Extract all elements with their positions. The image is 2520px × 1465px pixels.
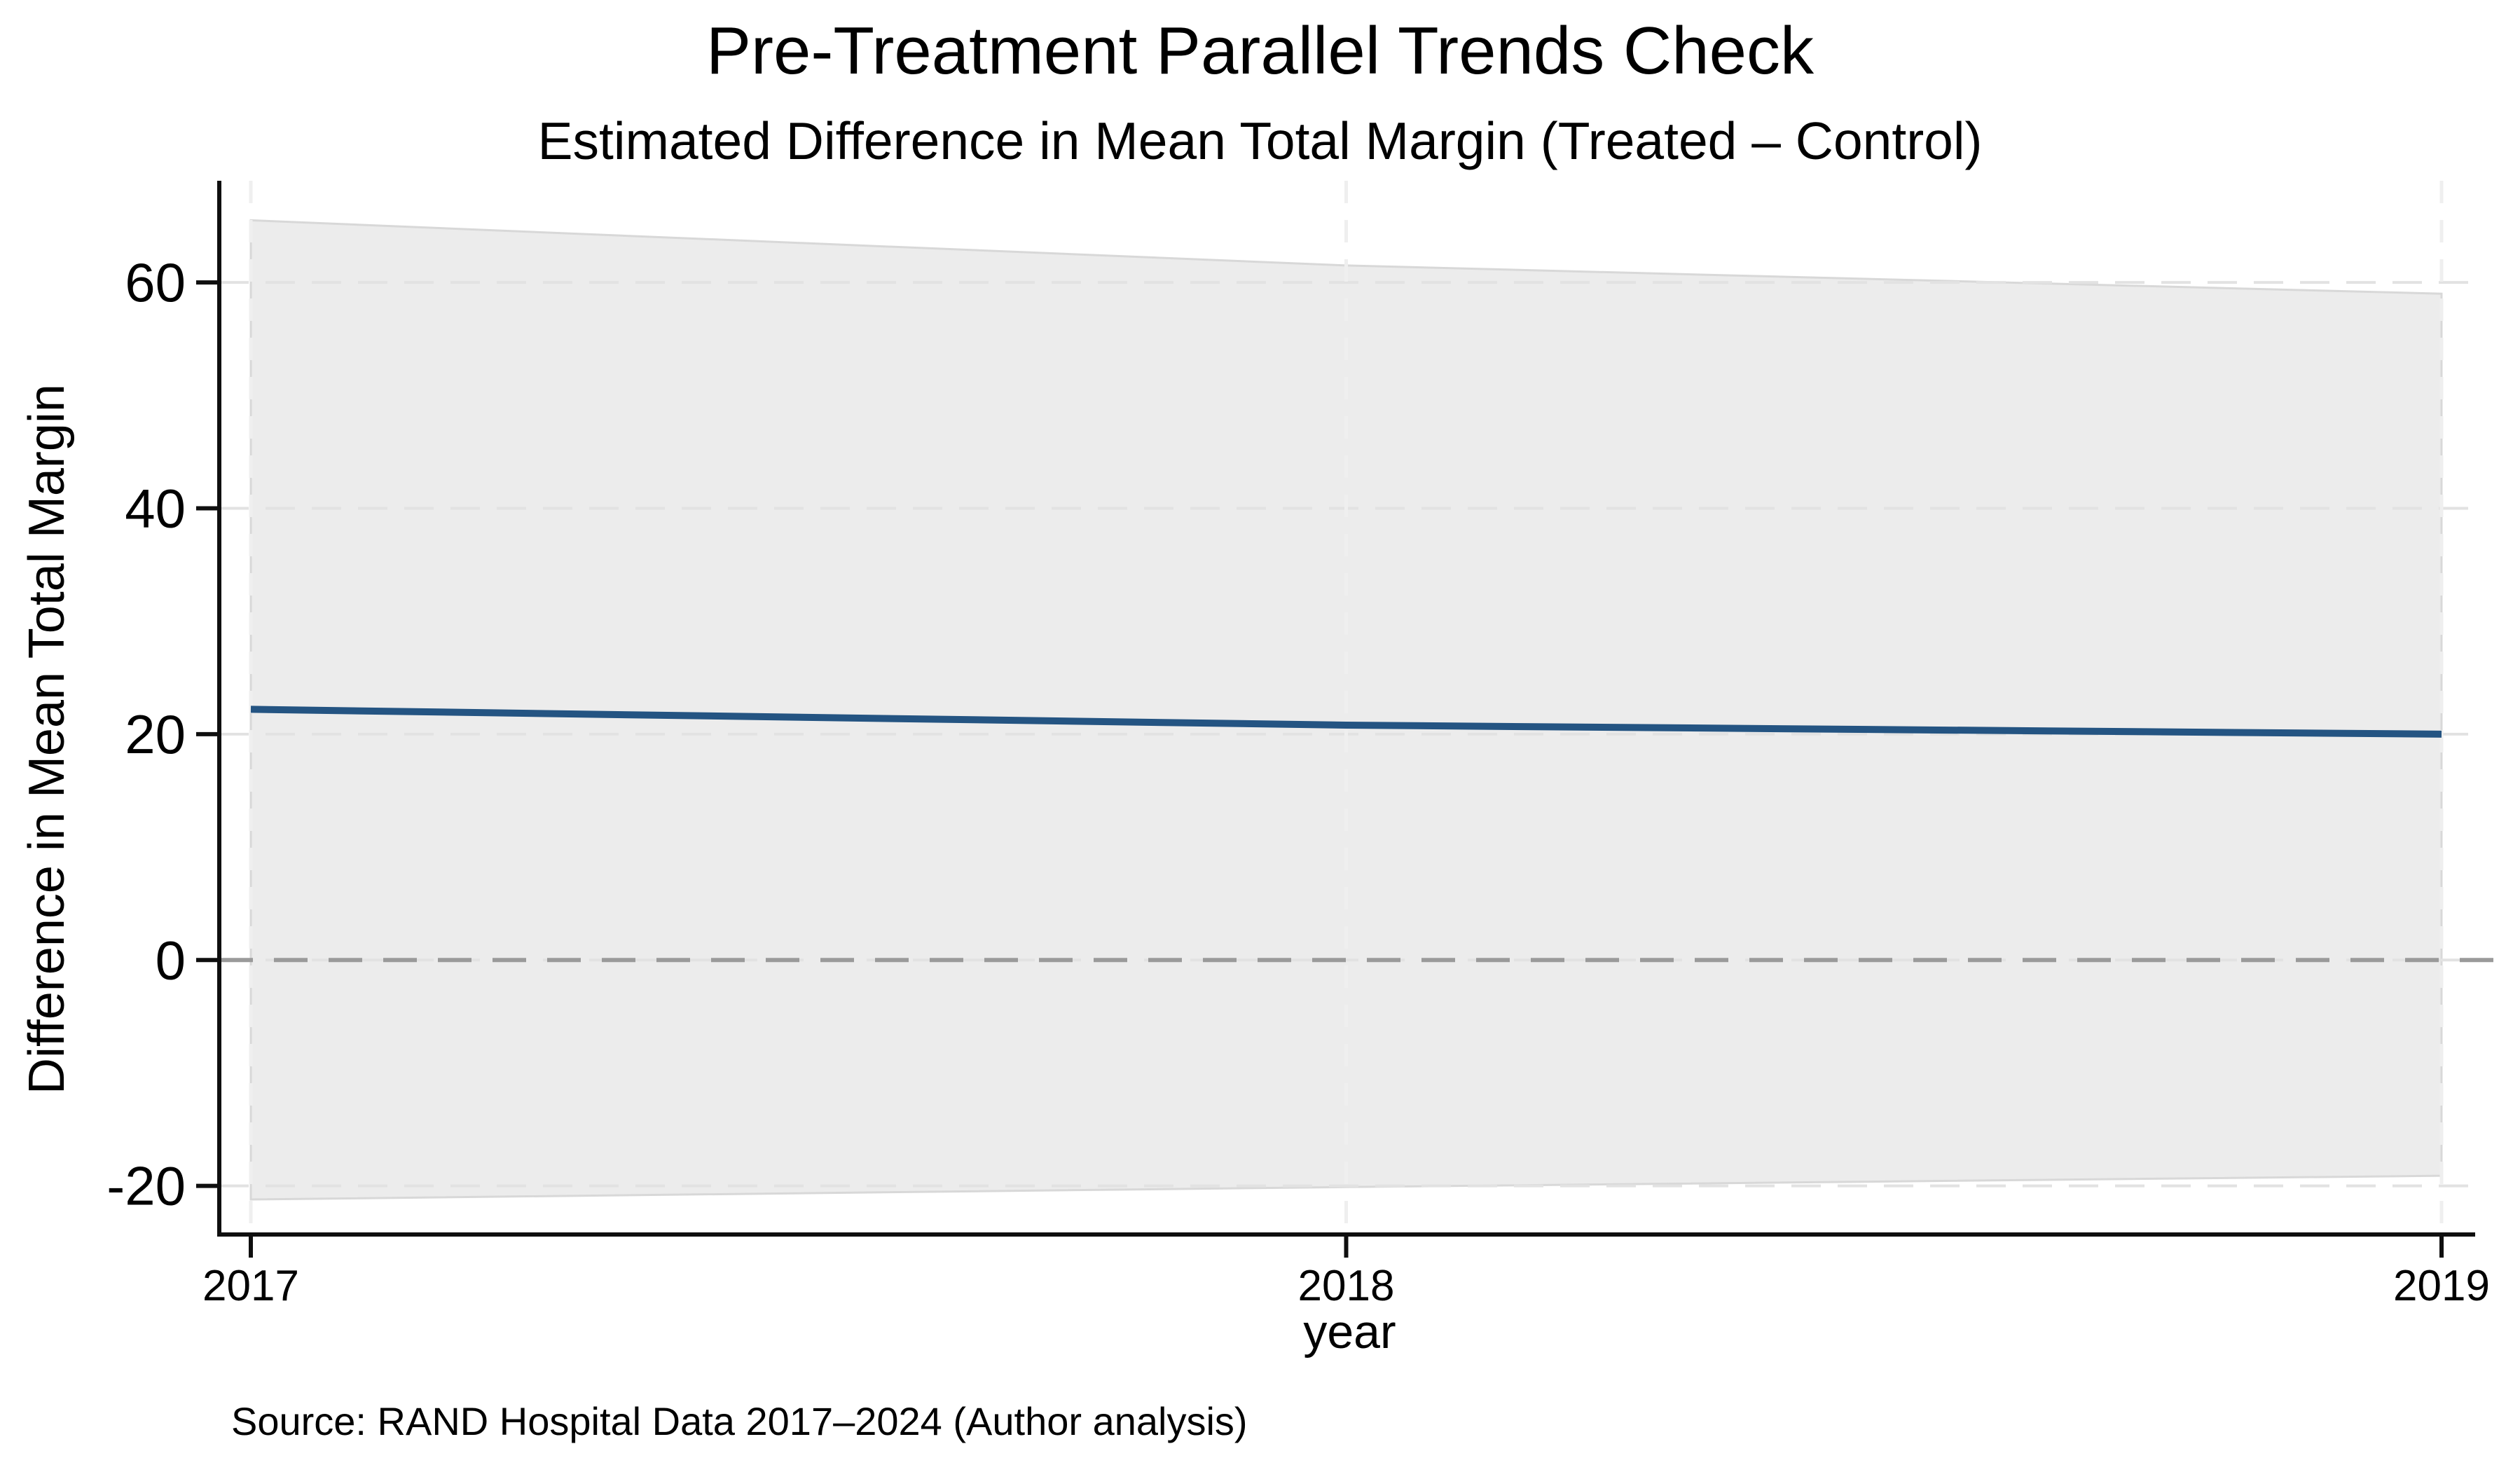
- y-tick-label: 20: [125, 703, 186, 765]
- x-tick-label: 2017: [202, 1262, 299, 1310]
- chart-subtitle: Estimated Difference in Mean Total Margi…: [537, 111, 1983, 170]
- x-tick-label: 2019: [2393, 1262, 2490, 1310]
- y-tick-label: 0: [156, 929, 186, 991]
- y-tick-label: 60: [125, 252, 186, 313]
- x-axis-title: year: [1303, 1305, 1396, 1359]
- y-tick-label: -20: [106, 1155, 186, 1217]
- x-tick-label: 2018: [1298, 1262, 1395, 1310]
- chart-title: Pre-Treatment Parallel Trends Check: [705, 13, 1815, 88]
- trend-line: [250, 706, 2442, 738]
- source-note: Source: RAND Hospital Data 2017–2024 (Au…: [231, 1399, 1248, 1443]
- y-tick-label: 40: [125, 477, 186, 539]
- y-axis-title: Difference in Mean Total Margin: [19, 384, 75, 1094]
